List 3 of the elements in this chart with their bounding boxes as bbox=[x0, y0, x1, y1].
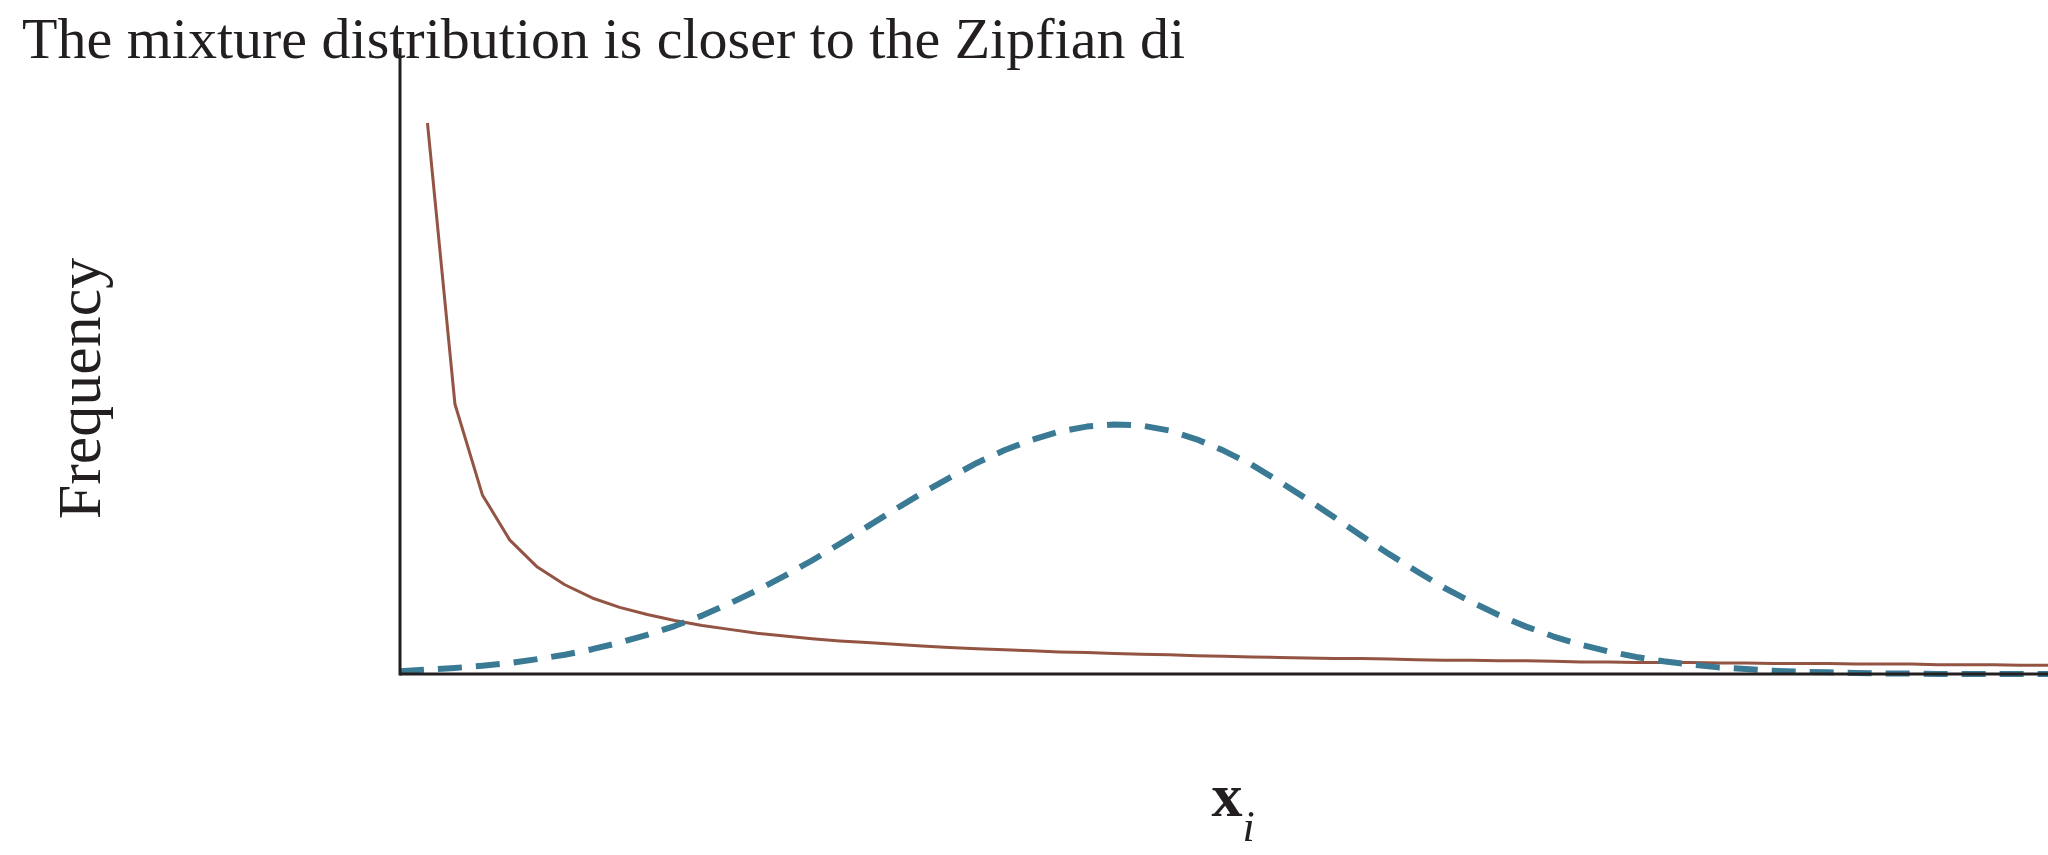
y-axis-title: Frequency bbox=[45, 257, 113, 520]
chart-title: The mixture distribution is closer to the Zipfian di bbox=[22, 6, 1186, 71]
x-axis-title: x$_{i}$ bbox=[1211, 761, 1255, 851]
